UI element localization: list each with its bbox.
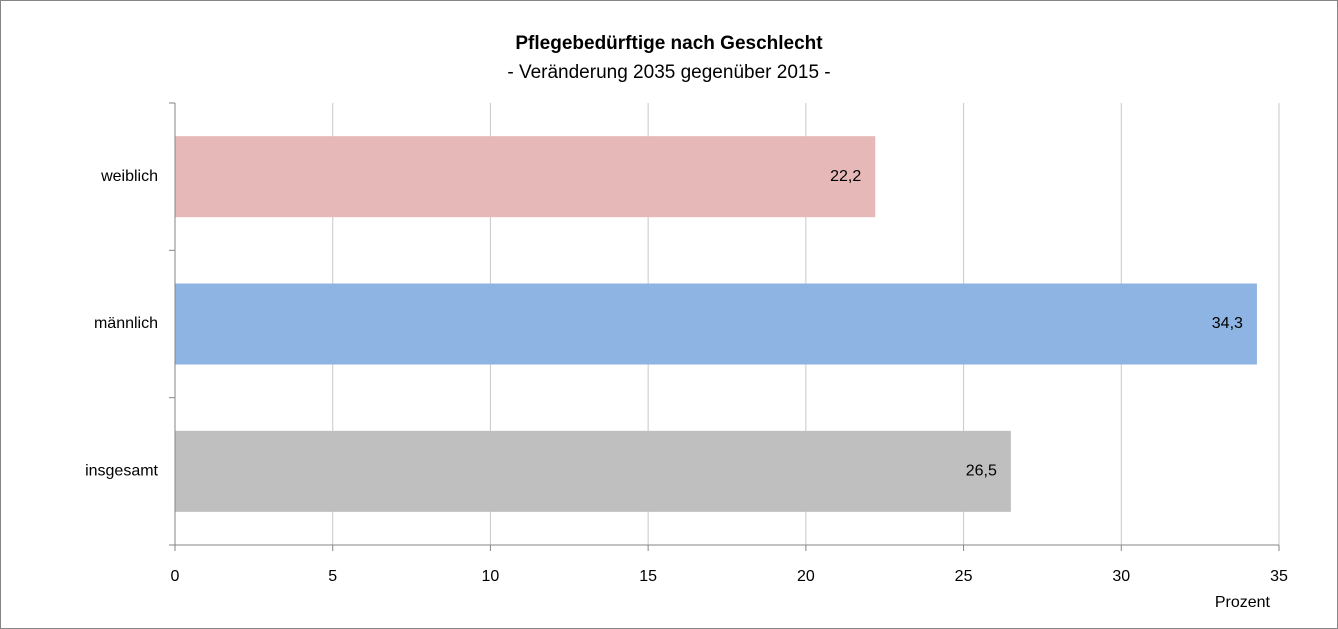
bar [175, 136, 876, 218]
x-tick-label: 20 [797, 568, 815, 585]
chart-title: Pflegebedürftige nach Geschlecht [515, 33, 823, 54]
data-label: 34,3 [1212, 315, 1243, 332]
y-tick-label: weiblich [100, 168, 158, 185]
x-tick-label: 10 [482, 568, 500, 585]
y-tick-label: insgesamt [85, 463, 158, 480]
x-tick-label: 0 [171, 568, 180, 585]
x-tick-label: 30 [1112, 568, 1130, 585]
y-tick-label: männlich [94, 315, 158, 332]
x-tick-label: 5 [328, 568, 337, 585]
x-tick-label: 35 [1270, 568, 1288, 585]
bar [175, 430, 1011, 512]
x-axis-label: Prozent [1215, 594, 1271, 611]
data-label: 22,2 [830, 168, 861, 185]
data-label: 26,5 [966, 463, 997, 480]
x-tick-label: 25 [955, 568, 973, 585]
chart-subtitle: - Veränderung 2035 gegenüber 2015 - [507, 62, 830, 83]
bar [175, 283, 1257, 365]
x-tick-label: 15 [639, 568, 657, 585]
